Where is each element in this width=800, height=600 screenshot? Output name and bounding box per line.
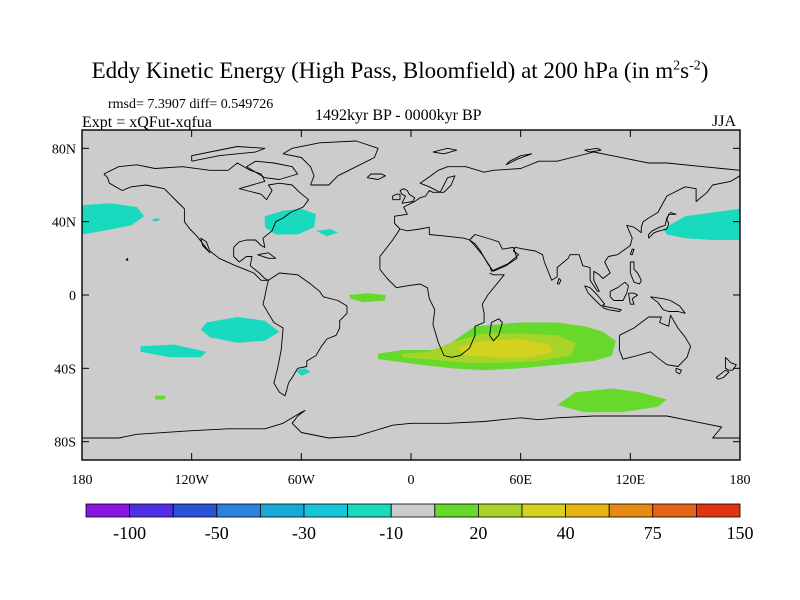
region-atlantic-small-negative — [316, 229, 338, 237]
colorbar-swatch — [129, 503, 174, 518]
colorbar-swatch — [521, 503, 566, 518]
coast-sulawesi — [628, 292, 639, 305]
colorbar-swatch — [608, 503, 654, 518]
colorbar-label: 75 — [644, 523, 662, 543]
coast-antarctica — [82, 410, 740, 439]
lon-tick-label: 0 — [408, 473, 415, 488]
region-north-pacific-east-negative — [82, 203, 145, 235]
region-northwest-atlantic-negative — [264, 208, 316, 235]
figure-title: Eddy Kinetic Energy (High Pass, Bloomfie… — [0, 58, 800, 84]
title-sup-neg2: -2 — [689, 58, 701, 74]
lat-tick-label: 40N — [52, 216, 76, 231]
colorbar-swatch — [216, 503, 261, 518]
coast-borneo — [609, 281, 629, 301]
coast-hawaii — [125, 257, 129, 261]
coast-australia — [618, 314, 692, 367]
coast-eurasia-africa — [394, 151, 740, 292]
coast-severnaya-zemlya — [584, 147, 602, 153]
coast-africa-west-south — [379, 228, 505, 358]
season-label: JJA — [712, 113, 737, 130]
coast-japan — [648, 212, 677, 239]
coast-madagascar — [489, 318, 503, 342]
colorbar-label: -10 — [379, 523, 403, 543]
stats-label: rmsd= 7.3907 diff= 0.549726 — [108, 97, 274, 112]
lat-tick-label: 40S — [54, 362, 76, 377]
lon-tick-label: 120W — [175, 473, 210, 488]
colorbar-swatch — [390, 503, 436, 518]
region-south-pacific-east-negative — [200, 317, 280, 343]
lon-tick-label: 60E — [509, 473, 532, 488]
coast-new-zealand — [724, 356, 737, 371]
colorbar-swatch — [303, 503, 348, 518]
region-north-pacific-west-negative — [663, 208, 740, 240]
colorbar-label: -50 — [205, 523, 229, 543]
title-end: ) — [700, 58, 709, 83]
coast-sri-lanka — [556, 278, 562, 285]
coast-philippines — [629, 261, 642, 285]
colorbar-label: 40 — [557, 523, 575, 543]
title-main: Eddy Kinetic Energy (High Pass, Bloomfie… — [91, 58, 674, 83]
colorbar-label: 150 — [727, 523, 754, 543]
coast-java — [602, 305, 622, 312]
region-south-pacific-west-negative — [140, 344, 207, 358]
colorbar-swatch — [85, 503, 130, 518]
coast-south-america — [262, 272, 348, 397]
lat-tick-label: 80N — [52, 142, 76, 157]
colorbar-swatch — [434, 503, 479, 518]
coast-new-zealand-south — [715, 369, 730, 380]
lon-tick-label: 180 — [72, 473, 93, 488]
title-sup-squared: 2 — [673, 58, 681, 74]
region-southern-chile-negative — [295, 368, 311, 376]
lon-tick-label: 60W — [288, 473, 316, 488]
coast-tasmania — [675, 367, 682, 375]
coast-ireland — [392, 193, 401, 201]
map-background — [82, 130, 740, 460]
coast-arabia — [469, 234, 518, 272]
coast-uk — [399, 188, 416, 204]
experiment-label: Expt = xQFut-xqfua — [82, 114, 212, 131]
colorbar-label: 20 — [469, 523, 487, 543]
colorbar-swatch — [477, 503, 523, 518]
coast-north-america — [103, 162, 310, 281]
lon-tick-label: 120E — [616, 473, 646, 488]
coast-greenland — [282, 140, 379, 186]
coast-taiwan — [629, 248, 635, 256]
coast-iceland — [366, 173, 386, 180]
colorbar-label: -30 — [292, 523, 316, 543]
coast-arctic-islands — [191, 146, 266, 162]
colorbar-swatch — [565, 503, 610, 518]
coast-svalbard — [432, 147, 458, 155]
colorbar-swatch — [172, 503, 218, 518]
colorbar-swatch — [347, 503, 392, 518]
region-south-indian-core-75 — [456, 339, 554, 358]
lat-tick-label: 0 — [69, 289, 76, 304]
colorbar-swatch — [259, 503, 305, 518]
region-south-pacific-small-positive — [155, 395, 167, 400]
period-label: 1492kyr BP - 0000kyr BP — [315, 107, 482, 124]
coast-novaya-zemlya — [505, 153, 533, 166]
colorbar: -100 -50 -30 -10 20 40 75 150 — [85, 503, 754, 543]
title-s: s — [680, 58, 690, 83]
colorbar-swatch — [652, 503, 697, 518]
region-equatorial-atlantic-positive — [348, 293, 386, 303]
colorbar-swatch — [696, 503, 741, 518]
coast-sumatra — [584, 285, 606, 307]
lon-tick-label: 180 — [730, 473, 751, 488]
coastlines — [82, 140, 740, 439]
region-north-pacific-dot-negative — [151, 218, 161, 222]
coast-new-guinea — [650, 296, 686, 314]
region-southern-ocean-positive — [557, 388, 667, 413]
coast-cuba — [257, 252, 277, 259]
coast-baffin-island — [246, 160, 299, 180]
colorbar-label: -100 — [113, 523, 146, 543]
map-ticks: 80N 40N 0 40S 80S 180 120W 60W 0 60E 120E 180 — [52, 130, 751, 488]
anomaly-regions — [82, 203, 740, 413]
lat-tick-label: 80S — [54, 436, 76, 451]
